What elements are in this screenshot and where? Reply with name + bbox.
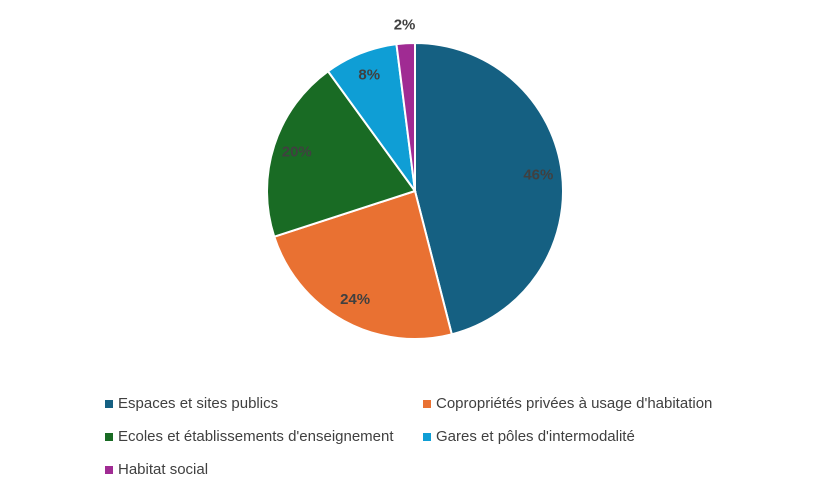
legend-label: Ecoles et établissements d'enseignement (118, 428, 394, 445)
pie-slice (272, 189, 454, 340)
value-label: 2% (394, 16, 416, 33)
pie-slice (266, 69, 417, 238)
legend-label: Habitat social (118, 461, 208, 478)
pie-slice (395, 41, 416, 192)
value-label: 8% (358, 66, 380, 83)
legend-label: Gares et pôles d'intermodalité (436, 428, 635, 445)
legend-label: Espaces et sites publics (118, 395, 278, 412)
value-label: 46% (523, 166, 553, 183)
legend-swatch (105, 466, 113, 474)
legend-swatch (423, 400, 431, 408)
legend-label: Copropriétés privées à usage d'habitatio… (436, 395, 712, 412)
value-label: 20% (282, 144, 312, 161)
legend-swatch (105, 400, 113, 408)
value-label: 24% (340, 291, 370, 308)
legend-swatch (105, 433, 113, 441)
legend-swatch (423, 433, 431, 441)
pie-slice (414, 41, 564, 336)
